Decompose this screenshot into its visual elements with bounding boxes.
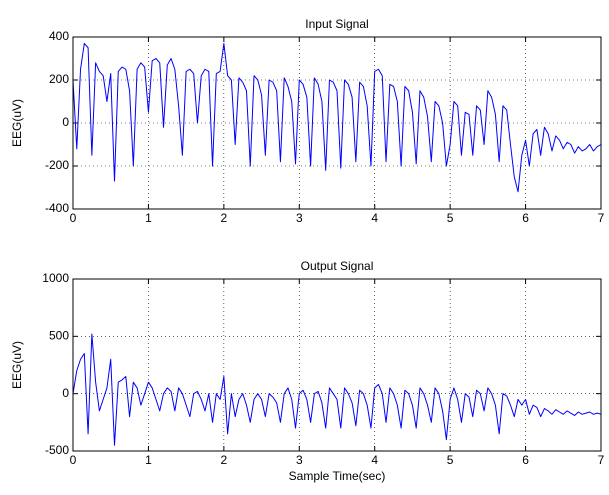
y-tick-label: 0 bbox=[62, 115, 69, 129]
x-tick-label: 5 bbox=[447, 211, 454, 225]
y-tick-label: 500 bbox=[49, 329, 69, 343]
y-tick-label: 1000 bbox=[42, 271, 69, 285]
x-tick-label: 4 bbox=[371, 453, 378, 467]
y-axis-label: EEG(uV) bbox=[10, 99, 24, 147]
y-tick-label: -200 bbox=[45, 158, 69, 172]
y-axis-label: EEG(uV) bbox=[10, 341, 24, 389]
axes-frame bbox=[72, 278, 602, 452]
x-tick-label: 1 bbox=[145, 453, 152, 467]
x-tick-label: 2 bbox=[221, 453, 228, 467]
axes-frame bbox=[72, 36, 602, 210]
x-tick-label: 7 bbox=[598, 211, 605, 225]
subplot-title: Input Signal bbox=[305, 17, 368, 31]
subplot-title: Output Signal bbox=[301, 259, 374, 273]
x-axis-label: Sample Time(sec) bbox=[289, 469, 386, 483]
y-tick-label: -500 bbox=[45, 443, 69, 457]
signal-line bbox=[72, 42, 602, 193]
y-tick-label: -400 bbox=[45, 201, 69, 215]
x-tick-label: 6 bbox=[522, 453, 529, 467]
y-tick-label: 200 bbox=[49, 72, 69, 86]
x-tick-label: 7 bbox=[598, 453, 605, 467]
x-tick-label: 0 bbox=[70, 453, 77, 467]
plot-area bbox=[73, 279, 601, 451]
x-tick-label: 4 bbox=[371, 211, 378, 225]
y-tick-label: 400 bbox=[49, 29, 69, 43]
x-tick-label: 5 bbox=[447, 453, 454, 467]
x-tick-label: 3 bbox=[296, 211, 303, 225]
x-tick-label: 6 bbox=[522, 211, 529, 225]
x-tick-label: 3 bbox=[296, 453, 303, 467]
signal-line bbox=[72, 333, 602, 446]
x-tick-label: 0 bbox=[70, 211, 77, 225]
x-tick-label: 2 bbox=[221, 211, 228, 225]
y-tick-label: 0 bbox=[62, 386, 69, 400]
x-tick-label: 1 bbox=[145, 211, 152, 225]
